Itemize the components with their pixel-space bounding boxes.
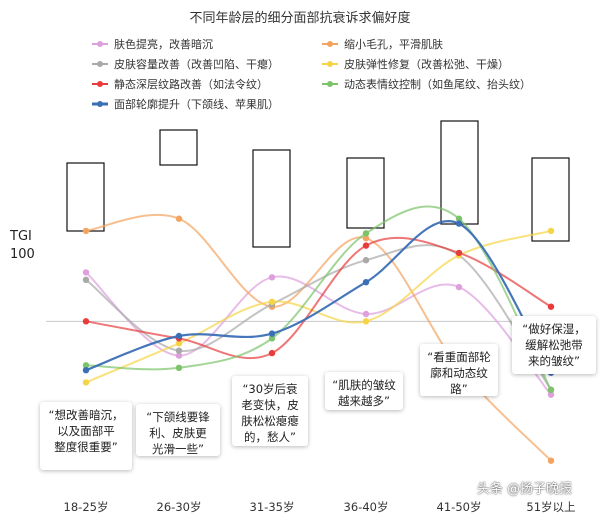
data-point bbox=[175, 352, 183, 359]
data-point bbox=[82, 227, 90, 235]
data-point bbox=[82, 362, 90, 369]
data-point bbox=[362, 279, 370, 286]
data-point bbox=[547, 303, 555, 310]
data-point bbox=[268, 349, 276, 357]
x-tick-label: 41-50岁 bbox=[437, 500, 482, 514]
legend-label: 皮肤容量改善（改善凹陷、干瘪） bbox=[114, 57, 279, 71]
data-point bbox=[362, 235, 370, 242]
highlight-box bbox=[252, 149, 291, 248]
legend-label: 缩小毛孔，平滑肌肤 bbox=[344, 37, 443, 51]
legend-swatch-dot bbox=[97, 41, 103, 47]
x-axis-ticks: 18-25岁 26-30岁 31-35岁 36-40岁 41-50岁 51岁以上 bbox=[64, 500, 576, 514]
x-tick-label: 36-40岁 bbox=[344, 500, 389, 514]
data-point bbox=[455, 249, 463, 257]
annotation-note: “做好保湿， 缓解松弛带 来的皱纹” bbox=[512, 316, 596, 374]
chart-title: 不同年龄层的细分面部抗衰诉求偏好度 bbox=[189, 10, 410, 26]
data-point bbox=[547, 386, 555, 393]
data-point bbox=[268, 335, 276, 342]
x-tick-label: 31-35岁 bbox=[250, 500, 295, 514]
data-point bbox=[82, 379, 90, 386]
legend-swatch-dot bbox=[327, 81, 333, 87]
series-points bbox=[82, 215, 555, 464]
data-point bbox=[362, 257, 370, 264]
data-point bbox=[175, 340, 183, 347]
data-point bbox=[82, 269, 90, 276]
x-tick-label: 18-25岁 bbox=[64, 500, 109, 514]
legend-label: 皮肤弹性修复（改善松弛、干燥） bbox=[344, 57, 509, 71]
legend-label: 动态表情纹控制（如鱼尾纹、抬头纹） bbox=[344, 77, 531, 91]
legend-swatch-dot bbox=[327, 61, 333, 67]
data-point bbox=[268, 274, 276, 281]
legend-swatch-dot bbox=[97, 101, 103, 107]
data-point bbox=[362, 230, 370, 237]
annotation-note: “想改善暗沉， 以及面部平 整度很重要” bbox=[40, 402, 132, 470]
data-point bbox=[362, 318, 370, 325]
data-point bbox=[547, 227, 555, 235]
y-axis-label: TGI bbox=[9, 229, 32, 244]
legend-label: 肤色提亮，改善暗沉 bbox=[114, 37, 213, 51]
data-point bbox=[82, 367, 90, 374]
legend-swatch-dot bbox=[97, 61, 103, 67]
legend-swatch-dot bbox=[97, 81, 103, 87]
data-point bbox=[455, 220, 463, 227]
highlight-box bbox=[159, 129, 198, 166]
data-point bbox=[175, 364, 183, 371]
legend-swatch-dot bbox=[327, 41, 333, 47]
highlight-box bbox=[440, 120, 479, 225]
annotation-note: “30岁后衰 老变快，皮 肤松松瘪瘪 的，愁人” bbox=[232, 376, 308, 446]
annotation-note: “肌肤的皱纹 越来越多” bbox=[325, 372, 403, 410]
series-line bbox=[85, 244, 552, 391]
annotation-note: “下颌线要锋 利、皮肤更 光滑一些” bbox=[136, 404, 220, 456]
highlight-box bbox=[531, 157, 570, 242]
data-point bbox=[362, 242, 370, 249]
data-point bbox=[175, 347, 183, 354]
watermark: 头条 @扬子晚报 bbox=[476, 482, 572, 497]
data-point bbox=[362, 310, 370, 318]
data-point bbox=[82, 318, 90, 325]
legend-label: 面部轮廓提升（下颌线、苹果肌） bbox=[114, 97, 279, 111]
data-point bbox=[82, 276, 90, 283]
highlight-box bbox=[66, 162, 105, 232]
data-point bbox=[175, 332, 183, 340]
data-point bbox=[455, 283, 463, 291]
highlight-box bbox=[346, 157, 385, 229]
data-point bbox=[268, 330, 276, 337]
data-point bbox=[547, 457, 555, 464]
x-tick-label: 26-30岁 bbox=[157, 500, 202, 514]
x-tick-label: 51岁以上 bbox=[526, 500, 575, 514]
annotation-note: “看重面部轮 廓和动态纹 路” bbox=[420, 344, 498, 396]
data-point bbox=[268, 298, 276, 305]
legend-label: 静态深层纹路改善（如法令纹） bbox=[114, 77, 268, 91]
data-point bbox=[547, 391, 555, 398]
data-point bbox=[175, 215, 183, 222]
reference-value-label: 100 bbox=[10, 247, 35, 262]
series-line bbox=[85, 271, 552, 396]
highlight-boxes bbox=[66, 120, 570, 248]
data-point bbox=[455, 215, 463, 222]
